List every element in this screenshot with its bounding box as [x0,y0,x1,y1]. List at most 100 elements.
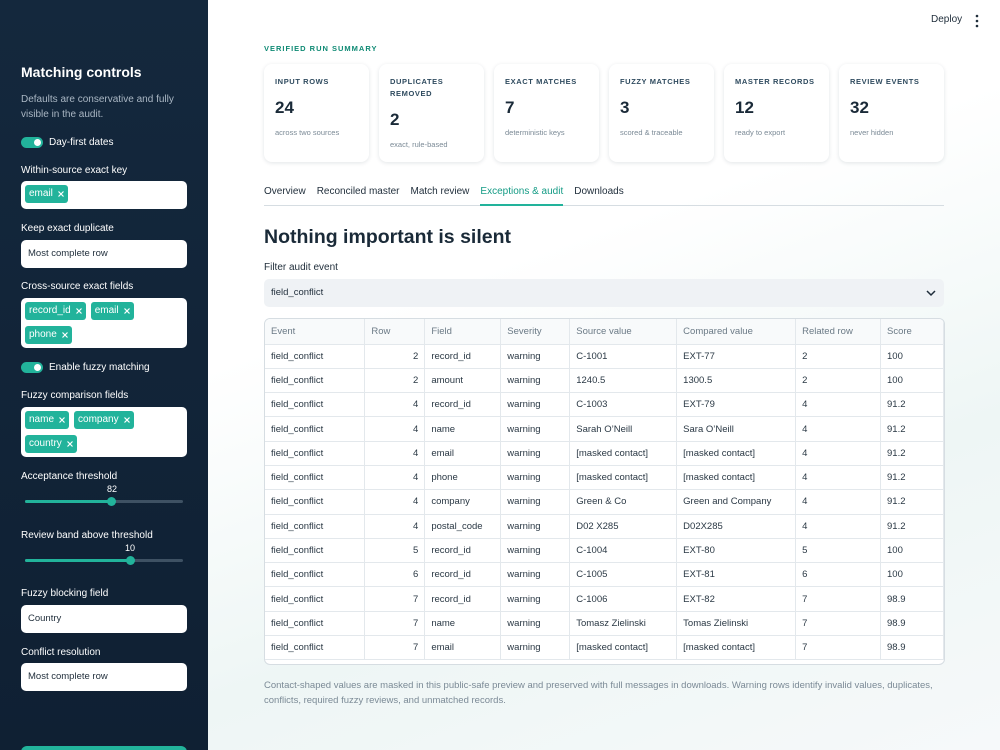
chip-remove[interactable] [61,331,68,338]
field-label: Fuzzy blocking field [21,588,109,599]
deploy-button[interactable]: Deploy [931,14,963,25]
field-label: Cross-source exact fields [21,281,134,292]
table-cell: D02X285 [676,514,797,539]
tab[interactable]: Reconciled master [316,186,400,197]
table-cell: Tomas Zielinski [676,611,797,637]
table-cell: Tomasz Zielinski [569,611,678,637]
chevron [926,290,936,297]
field-label: Review band above threshold [21,530,153,541]
tab[interactable]: Exceptions & audit [480,184,564,206]
table-cell: Sarah O’Neill [569,416,678,442]
table-cell: 4 [364,416,426,442]
card-note: deterministic keys [505,128,565,137]
table-cell: 7 [795,611,882,637]
table-cell: EXT-77 [676,344,797,369]
table-cell: Green & Co [569,489,678,515]
table-cell: 2 [795,344,882,369]
table-cell: EXT-82 [676,586,797,612]
table-cell: email [424,635,502,661]
card-value: 12 [735,98,754,117]
table-cell: 91.2 [880,489,944,515]
chip-remove[interactable] [75,308,82,314]
table-cell: [masked contact] [569,465,678,491]
select[interactable]: Country [21,605,187,633]
slider-fill [25,559,130,562]
tab[interactable]: Downloads [574,186,624,197]
chip-remove[interactable] [123,417,130,423]
chip: record_id [25,302,86,320]
slider-value: 10 [124,543,136,553]
chip-label: phone [29,328,57,340]
chip-label: company [78,414,119,425]
filter-label: Filter audit event [264,262,338,273]
table-cell: 4 [364,465,426,491]
chip-remove[interactable] [57,191,64,197]
card-note: ready to export [735,128,786,137]
slider-thumb[interactable] [126,556,135,565]
chip-label: record_id [29,305,71,316]
table-cell: C-1001 [569,344,678,369]
field-label: Conflict resolution [21,647,101,658]
table-cell: 98.9 [880,635,944,661]
table-cell: field_conflict [265,441,366,466]
card-label: REVIEW EVENTS [850,77,920,86]
table-cell: 91.2 [880,514,944,539]
table-cell: field_conflict [265,514,366,539]
chip-label: country [29,437,62,449]
table-cell: 7 [364,635,426,661]
table-row: field_conflict 4 name warning Sarah O’Neill S… [265,416,944,442]
toggle[interactable] [21,137,43,148]
summary-card: FUZZY MATCHES 3 scored & traceable [609,64,714,162]
table-cell: field_conflict [265,562,366,588]
table-cell: [masked contact] [569,635,678,661]
table-row: field_conflict 4 company warning Green & Co G… [265,489,944,515]
menu-icon[interactable] [974,14,980,28]
field-label: Acceptance threshold [21,471,118,482]
slider[interactable] [25,556,183,565]
header-row: Event Row Field Severity Source value Compare… [265,319,944,345]
table-cell: 91.2 [880,392,944,418]
summary-card: MASTER RECORDS 12 ready to export [724,64,829,162]
filter-select[interactable]: field_conflict [264,279,944,307]
table-cell: record_id [424,586,502,612]
select[interactable]: Most complete row [21,663,187,691]
chip-remove[interactable] [123,308,130,314]
card-value: 24 [275,98,294,117]
chip: phone [25,325,72,344]
card-value: 2 [390,110,400,129]
summary-card: INPUT ROWS 24 across two sources [264,64,369,162]
card-note: across two sources [275,128,340,137]
table-cell: Sara O’Neill [676,416,797,442]
toggle[interactable] [21,362,43,373]
table-cell: warning [500,465,571,491]
card-note: exact, rule-based [390,140,448,149]
tab[interactable]: Match review [410,186,470,197]
tab[interactable]: Overview [264,186,306,197]
column-header: Event [265,319,366,345]
table-cell: Green and Company [676,489,797,515]
chip-remove[interactable] [66,440,73,447]
slider[interactable] [25,497,183,506]
multiselect[interactable]: email [21,181,187,209]
table-cell: field_conflict [265,344,366,369]
table-row: field_conflict 7 name warning Tomasz Zielins… [265,611,944,637]
button[interactable] [21,746,187,750]
select[interactable]: Most complete row [21,240,187,268]
table-cell: warning [500,635,571,661]
chip-remove[interactable] [59,417,65,423]
slider-thumb[interactable] [107,497,116,506]
sidebar-title: Matching controls [21,64,142,80]
table-cell: 7 [364,611,426,637]
slider-fill [25,500,111,503]
multiselect[interactable]: record_id email phone [21,298,187,348]
heading: Nothing important is silent [264,226,511,248]
table-cell: 100 [880,368,944,394]
card-label: MASTER RECORDS [735,77,815,86]
summary-card: DUPLICATES REMOVED 2 exact, rule-based [379,64,484,162]
table-cell: 6 [364,562,426,588]
table-cell: 6 [795,562,882,588]
multiselect[interactable]: name company country [21,407,187,457]
table-body: field_conflict 2 record_id warning C-1001 EXT… [265,344,944,661]
table-cell: warning [500,611,571,637]
